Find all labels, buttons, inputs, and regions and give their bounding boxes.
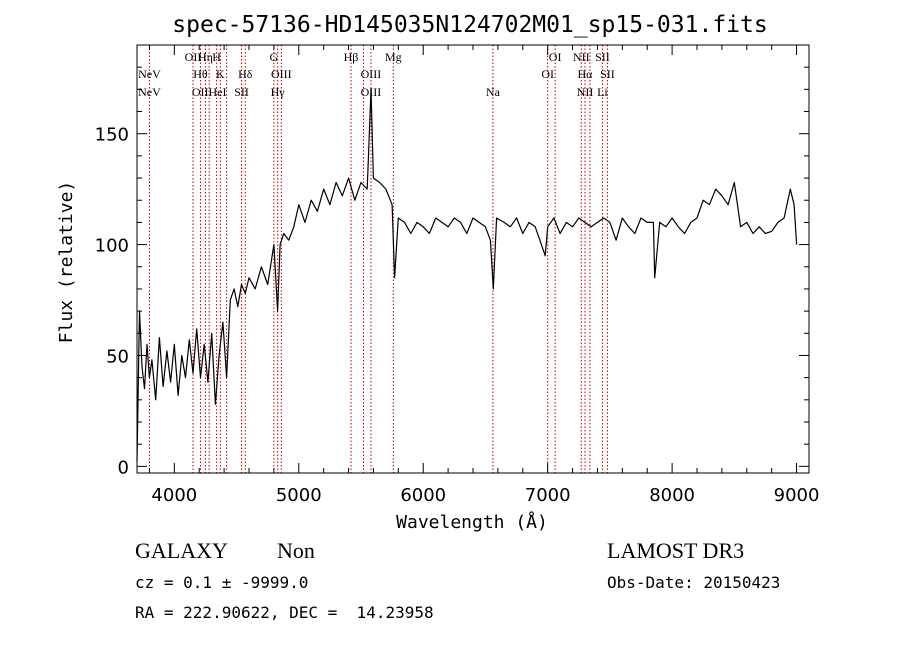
y-axis-ticks: 0 50 100 150 bbox=[95, 66, 809, 478]
line-label: OII bbox=[185, 50, 202, 64]
plot-frame bbox=[136, 44, 810, 474]
line-label: OIIHeI bbox=[192, 85, 227, 99]
y-tick-label: 100 bbox=[95, 236, 129, 257]
emission-line-labels: NeVNeVOIIHθHηOIIHeIHKSIIHδGHγOIIIHβOIIIO… bbox=[138, 50, 615, 99]
coordinates: RA = 222.90622, DEC = 14.23958 bbox=[135, 603, 434, 622]
line-label: Hθ bbox=[193, 67, 208, 81]
spectrum-line bbox=[136, 88, 798, 462]
x-tick-label: 7000 bbox=[525, 485, 571, 506]
x-tick-label: 6000 bbox=[400, 485, 446, 506]
x-tick-label: 5000 bbox=[276, 485, 322, 506]
line-label: NeV bbox=[138, 67, 161, 81]
line-label: NII bbox=[573, 50, 590, 64]
chart-title: spec-57136-HD145035N124702M01_sp15-031.f… bbox=[172, 12, 767, 38]
y-tick-label: 50 bbox=[106, 346, 129, 367]
x-axis-ticks: 4000 5000 6000 7000 8000 9000 bbox=[148, 45, 820, 506]
survey-name: LAMOST DR3 bbox=[607, 538, 745, 563]
line-label: SII bbox=[595, 50, 610, 64]
line-label: Hη bbox=[198, 50, 213, 64]
line-label: OI bbox=[549, 50, 562, 64]
x-tick-label: 9000 bbox=[774, 485, 820, 506]
line-label: Hβ bbox=[344, 50, 359, 64]
line-label: Hγ bbox=[271, 85, 286, 99]
y-tick-label: 150 bbox=[95, 125, 129, 146]
line-label: G bbox=[270, 50, 279, 64]
line-label: NII bbox=[577, 85, 594, 99]
redshift-info: cz = 0.1 ± -9999.0 bbox=[135, 573, 309, 592]
line-label: Li bbox=[597, 85, 608, 99]
line-label: SII bbox=[600, 67, 615, 81]
line-label: OI bbox=[541, 67, 554, 81]
spectrum-series bbox=[136, 88, 798, 462]
x-axis-label: Wavelength (Å) bbox=[396, 511, 548, 533]
object-class: GALAXY bbox=[135, 538, 228, 563]
line-label: Mg bbox=[385, 50, 402, 64]
line-label: Hδ bbox=[238, 67, 253, 81]
line-label: K bbox=[216, 67, 225, 81]
line-label: OIII bbox=[361, 67, 382, 81]
x-tick-label: 8000 bbox=[649, 485, 695, 506]
y-axis-label: Flux (relative) bbox=[56, 181, 77, 344]
line-label: H bbox=[212, 50, 221, 64]
emission-line-markers bbox=[148, 45, 608, 473]
line-label: OIII bbox=[271, 67, 292, 81]
observation-date: Obs-Date: 20150423 bbox=[607, 573, 781, 592]
x-tick-label: 4000 bbox=[151, 485, 197, 506]
line-label: NeV bbox=[138, 85, 161, 99]
line-label: Hα bbox=[578, 67, 594, 81]
object-subclass: Non bbox=[277, 538, 315, 563]
line-label: Na bbox=[486, 85, 501, 99]
y-tick-label: 0 bbox=[118, 457, 129, 478]
line-label: SII bbox=[234, 85, 249, 99]
